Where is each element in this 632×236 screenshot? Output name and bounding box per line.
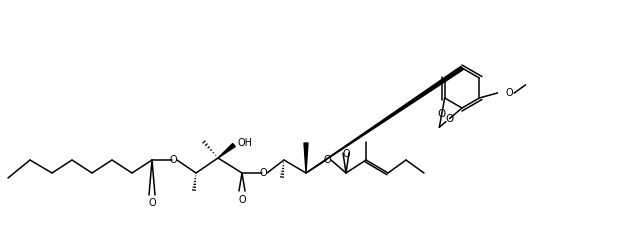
Text: OH: OH: [238, 138, 253, 148]
Text: O: O: [259, 168, 267, 178]
Text: O: O: [446, 114, 454, 124]
Polygon shape: [304, 143, 308, 173]
Polygon shape: [306, 66, 463, 173]
Polygon shape: [218, 143, 235, 158]
Text: O: O: [148, 198, 156, 208]
Text: O: O: [238, 195, 246, 205]
Text: O: O: [323, 155, 331, 165]
Text: O: O: [342, 149, 350, 159]
Text: O: O: [506, 88, 513, 98]
Text: O: O: [169, 155, 177, 165]
Text: O: O: [437, 109, 446, 119]
